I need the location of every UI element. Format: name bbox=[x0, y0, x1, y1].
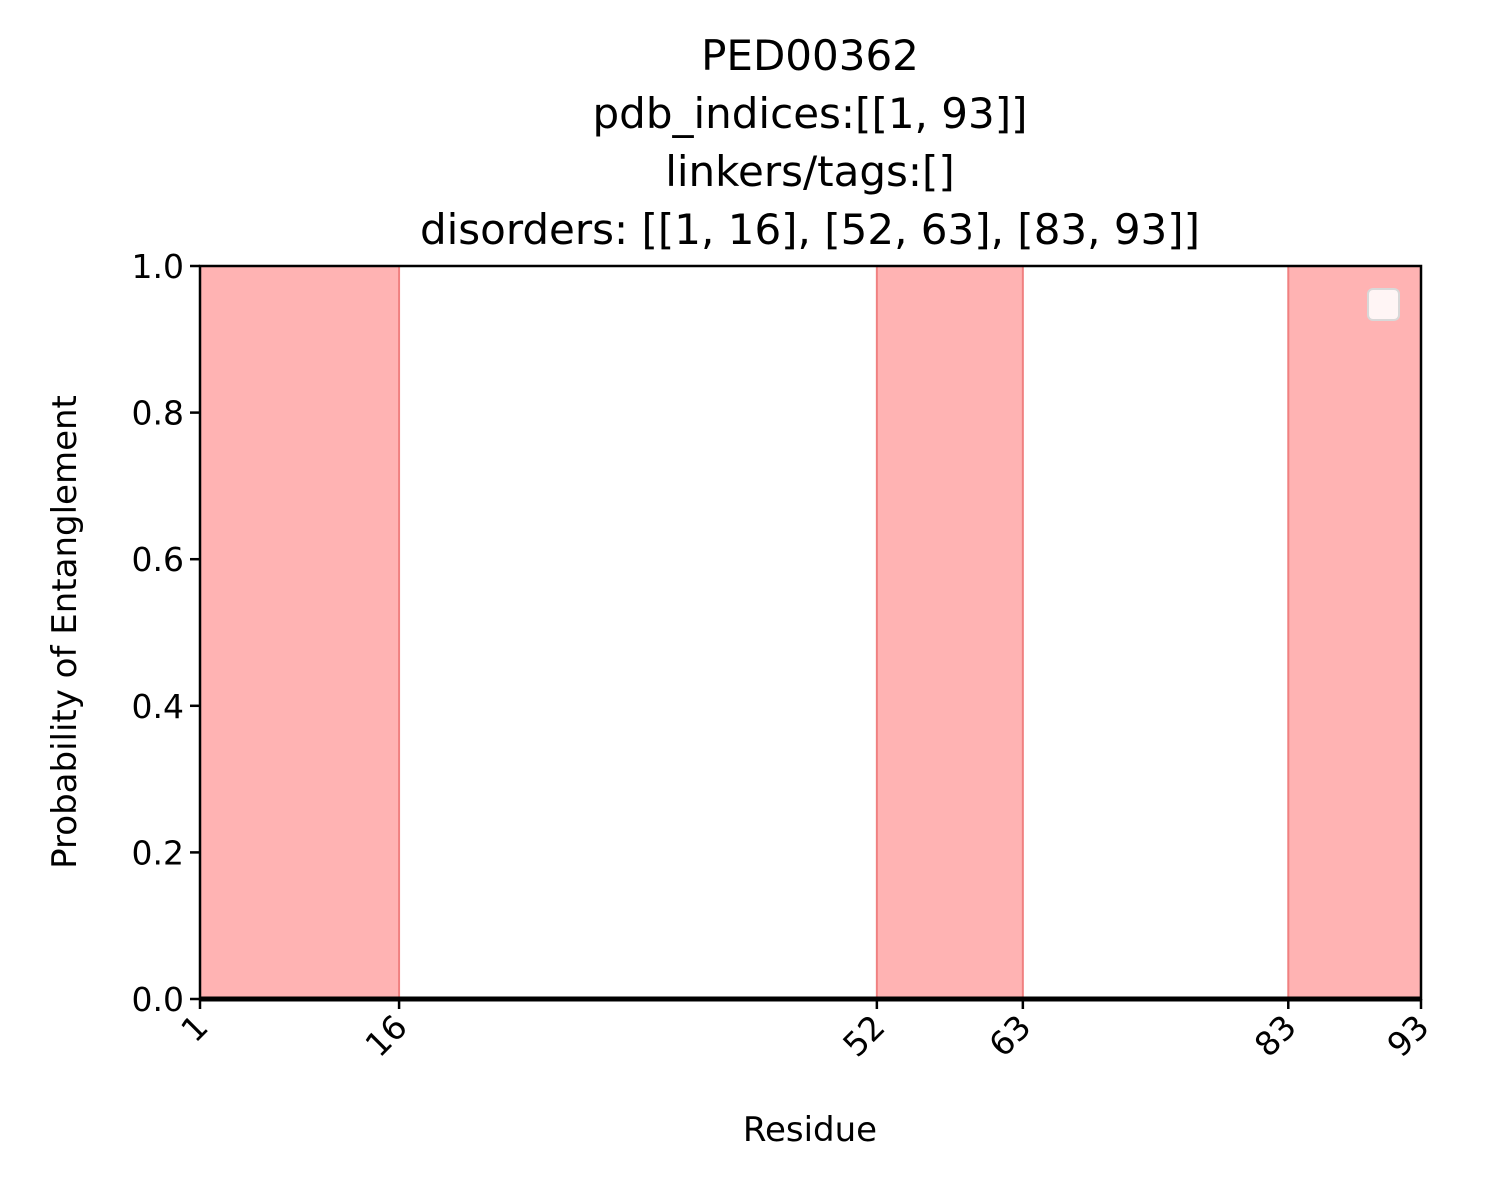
x-tick-label-93: 93 bbox=[1379, 1007, 1436, 1064]
title-line-4: disorders: [[1, 16], [52, 63], [83, 93]] bbox=[420, 205, 1200, 254]
y-tick-label-0.0: 0.0 bbox=[132, 980, 184, 1019]
disorder-regions bbox=[199, 265, 1422, 1000]
y-tick-label-0.4: 0.4 bbox=[132, 687, 184, 726]
disorder-region-3 bbox=[1287, 265, 1422, 1000]
y-tick-label-0.8: 0.8 bbox=[132, 394, 184, 433]
title-line-3: linkers/tags:[] bbox=[665, 147, 955, 196]
chart-title: PED00362 pdb_indices:[[1, 93]] linkers/tag… bbox=[420, 31, 1200, 254]
disorder-region-1 bbox=[199, 265, 401, 1000]
title-line-1: PED00362 bbox=[701, 31, 919, 80]
title-line-2: pdb_indices:[[1, 93]] bbox=[593, 89, 1028, 138]
y-axis: 0.0 0.2 0.4 0.6 0.8 1.0 bbox=[132, 247, 200, 1019]
x-tick-label-52: 52 bbox=[835, 1007, 892, 1064]
x-tick-label-16: 16 bbox=[357, 1007, 414, 1064]
plot-frame bbox=[198, 264, 1423, 1001]
y-axis-label: Probability of Entanglement bbox=[45, 395, 85, 869]
y-tick-label-1.0: 1.0 bbox=[132, 247, 184, 286]
x-axis: 1 16 52 63 83 93 bbox=[173, 999, 1437, 1064]
legend-box bbox=[1367, 288, 1400, 321]
x-axis-label: Residue bbox=[743, 1110, 877, 1150]
y-tick-label-0.2: 0.2 bbox=[132, 833, 184, 872]
disorder-region-2 bbox=[875, 265, 1024, 1000]
x-tick-label-63: 63 bbox=[981, 1007, 1038, 1064]
y-tick-label-0.6: 0.6 bbox=[132, 540, 184, 579]
x-tick-label-83: 83 bbox=[1247, 1007, 1304, 1064]
